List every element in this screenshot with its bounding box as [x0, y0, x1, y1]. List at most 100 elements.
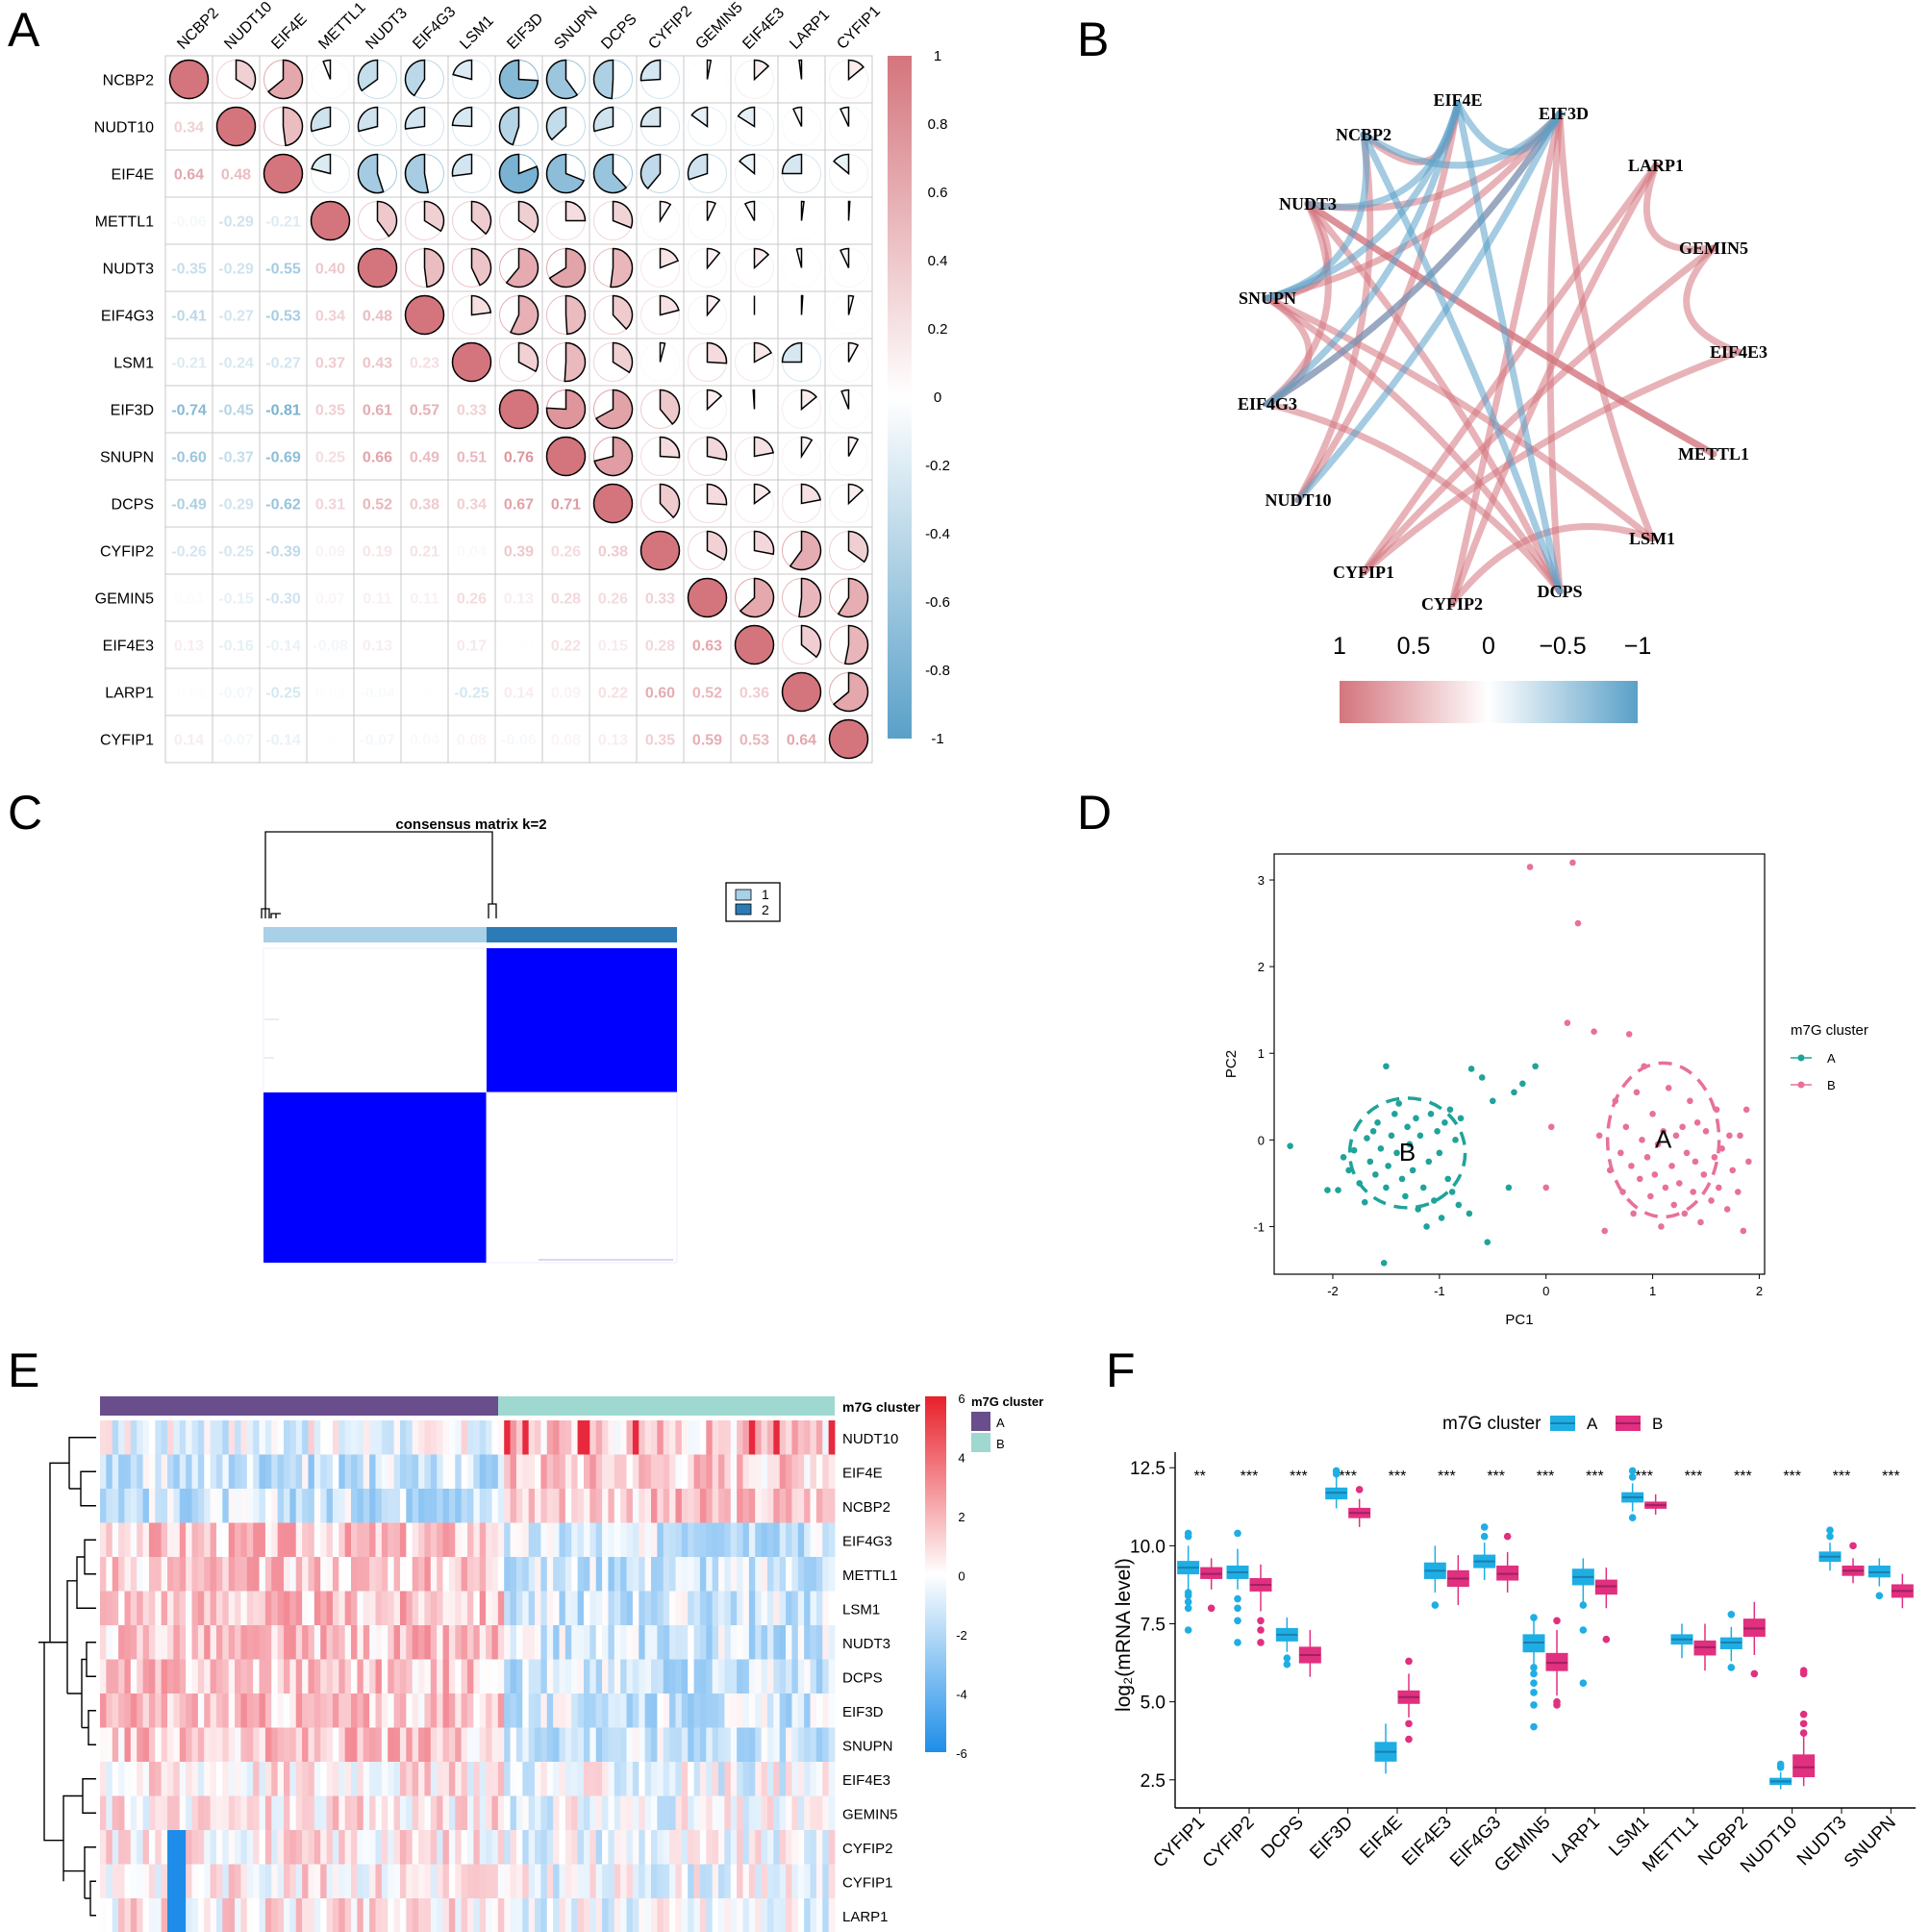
heatmap-cell	[412, 1625, 419, 1660]
heatmap-cell	[822, 1694, 830, 1728]
heatmap-cell	[381, 1420, 389, 1455]
heatmap-cell	[828, 1489, 836, 1523]
heatmap-cell	[522, 1898, 530, 1932]
heatmap-cell	[810, 1557, 817, 1592]
heatmap-cell	[657, 1659, 664, 1694]
heatmap-cell	[204, 1489, 211, 1523]
heatmap-cell	[186, 1864, 192, 1899]
corr-value: 0.39	[504, 544, 534, 561]
heatmap-cell	[522, 1625, 530, 1660]
heatmap-cell	[773, 1591, 781, 1626]
heatmap-cell	[515, 1522, 523, 1558]
corr-pie	[837, 577, 869, 618]
heatmap-cell	[669, 1727, 676, 1763]
heatmap-cell	[393, 1489, 401, 1523]
heatmap-cell	[246, 1864, 254, 1899]
pca-x-tick-label: -1	[1434, 1284, 1445, 1298]
heatmap-cell	[228, 1489, 236, 1523]
heatmap-cell	[289, 1898, 297, 1932]
pca-ellipse-b	[1605, 1061, 1721, 1219]
heatmap-cell	[810, 1864, 817, 1899]
heatmap-cell	[755, 1898, 762, 1932]
corr-value: 0.64	[174, 167, 204, 184]
heatmap-cell	[271, 1591, 279, 1626]
heatmap-cell	[326, 1557, 334, 1592]
heatmap-cell	[393, 1659, 401, 1694]
heatmap-cell	[626, 1864, 634, 1899]
corr-pie	[687, 153, 709, 181]
heatmap-cell	[308, 1727, 315, 1763]
heatmap-cell	[222, 1830, 230, 1865]
network-edge	[1683, 244, 1742, 356]
heatmap-cell	[504, 1727, 511, 1763]
heatmap-cell	[424, 1454, 432, 1490]
heatmap-cell	[173, 1625, 181, 1660]
heatmap-cell	[137, 1795, 143, 1831]
heatmap-cell	[663, 1659, 670, 1694]
heatmap-cell	[742, 1489, 750, 1523]
heatmap-cell	[755, 1557, 762, 1592]
heatmap-cell	[797, 1727, 805, 1763]
heatmap-cell	[308, 1557, 315, 1592]
heatmap-cell	[479, 1864, 487, 1899]
heatmap-cell	[639, 1864, 646, 1899]
heatmap-cell	[222, 1694, 230, 1728]
heatmap-cell	[442, 1898, 450, 1932]
heatmap-cell	[491, 1625, 499, 1660]
heatmap-cell	[369, 1420, 376, 1455]
heatmap-cell	[583, 1694, 590, 1728]
heatmap-cell	[755, 1454, 762, 1490]
corr-pie	[833, 153, 850, 176]
heatmap-cell	[253, 1625, 260, 1660]
box-y-tick-label: 2.5	[1140, 1771, 1166, 1792]
heatmap-cell	[699, 1591, 707, 1626]
heatmap-cell	[264, 1830, 272, 1865]
heatmap-cell	[467, 1522, 474, 1558]
heatmap-cell	[338, 1795, 346, 1831]
heatmap-cell	[528, 1694, 536, 1728]
corr-value: -0.21	[171, 356, 207, 372]
heatmap-cell	[308, 1659, 315, 1694]
heatmap-cell	[748, 1795, 756, 1831]
heatmap-cell	[773, 1727, 781, 1763]
heatmap-cell	[712, 1864, 719, 1899]
heatmap-cell	[663, 1557, 670, 1592]
heatmap-cell	[699, 1727, 707, 1763]
pca-point	[1413, 1115, 1419, 1122]
heatmap-cell	[375, 1762, 383, 1796]
corr-value: 0.36	[739, 686, 769, 702]
corr-pie	[791, 106, 803, 127]
pca-point	[1662, 1184, 1669, 1192]
heatmap-cell	[161, 1557, 168, 1592]
heatmap-cell	[822, 1557, 830, 1592]
corr-value: -0.25	[218, 544, 254, 561]
heatmap-cell	[718, 1727, 725, 1763]
corr-pie	[310, 106, 332, 133]
heatmap-cell	[791, 1762, 799, 1796]
heatmap-cell	[804, 1522, 811, 1558]
heatmap-cell	[528, 1522, 536, 1558]
heatmap-cell	[761, 1454, 768, 1490]
heatmap-legend-label-a: A	[996, 1416, 1005, 1430]
heatmap-cell	[577, 1762, 585, 1796]
heatmap-cell	[515, 1625, 523, 1660]
heatmap-cell	[326, 1727, 334, 1763]
heatmap-cell	[235, 1420, 241, 1455]
pca-point	[1726, 1132, 1733, 1140]
heatmap-cell	[608, 1454, 615, 1490]
heatmap-cell	[486, 1864, 492, 1899]
heatmap-cell	[442, 1762, 450, 1796]
heatmap-cell	[589, 1489, 597, 1523]
heatmap-cell	[161, 1591, 168, 1626]
pca-point	[1374, 1119, 1381, 1126]
heatmap-cell	[712, 1489, 719, 1523]
corr-pie	[545, 106, 567, 141]
heatmap-cell	[804, 1659, 811, 1694]
heatmap-cell	[479, 1659, 487, 1694]
box-significance: ***	[1290, 1468, 1308, 1485]
heatmap-colorbar-tick: -6	[956, 1746, 967, 1761]
heatmap-cell	[815, 1727, 823, 1763]
heatmap-cell	[515, 1659, 523, 1694]
heatmap-cell	[779, 1898, 787, 1932]
corr-value: 0.19	[363, 544, 392, 561]
